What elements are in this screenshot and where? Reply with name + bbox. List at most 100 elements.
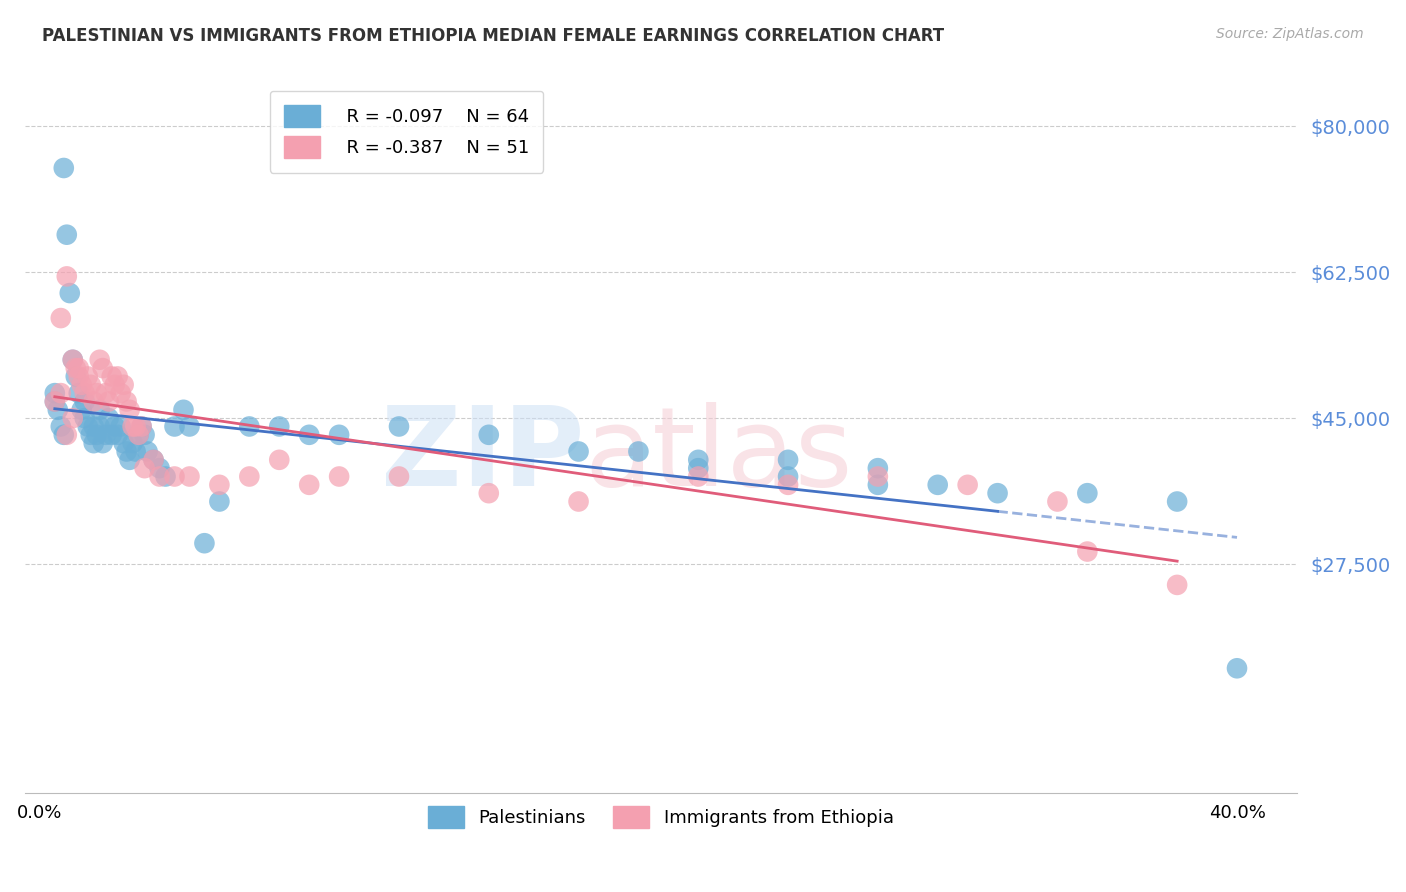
Point bbox=[956, 478, 979, 492]
Point bbox=[86, 427, 108, 442]
Point bbox=[73, 386, 96, 401]
Point bbox=[83, 419, 105, 434]
Point bbox=[328, 469, 350, 483]
Point bbox=[173, 402, 195, 417]
Point bbox=[179, 419, 201, 434]
Point bbox=[142, 453, 165, 467]
Point bbox=[67, 386, 90, 401]
Point bbox=[388, 419, 411, 434]
Point bbox=[148, 469, 170, 483]
Point bbox=[46, 402, 69, 417]
Point bbox=[115, 444, 138, 458]
Point bbox=[91, 361, 114, 376]
Text: ZIP: ZIP bbox=[381, 402, 585, 509]
Point bbox=[124, 444, 146, 458]
Point bbox=[118, 402, 141, 417]
Point bbox=[94, 427, 117, 442]
Point bbox=[298, 427, 321, 442]
Point bbox=[131, 419, 153, 434]
Point bbox=[1046, 494, 1069, 508]
Point bbox=[55, 269, 77, 284]
Point bbox=[76, 369, 98, 384]
Point bbox=[80, 377, 103, 392]
Point bbox=[688, 453, 710, 467]
Point bbox=[80, 427, 103, 442]
Point bbox=[107, 427, 129, 442]
Point bbox=[104, 419, 127, 434]
Point bbox=[155, 469, 177, 483]
Point bbox=[478, 486, 501, 500]
Point bbox=[128, 427, 150, 442]
Point bbox=[65, 361, 87, 376]
Point bbox=[52, 427, 75, 442]
Point bbox=[44, 394, 66, 409]
Point bbox=[115, 394, 138, 409]
Point bbox=[83, 436, 105, 450]
Point bbox=[70, 402, 93, 417]
Point bbox=[76, 419, 98, 434]
Point bbox=[104, 377, 127, 392]
Point bbox=[388, 469, 411, 483]
Point bbox=[67, 369, 90, 384]
Point bbox=[110, 419, 132, 434]
Point bbox=[62, 352, 84, 367]
Point bbox=[1166, 494, 1188, 508]
Point bbox=[107, 369, 129, 384]
Point bbox=[193, 536, 215, 550]
Point bbox=[62, 411, 84, 425]
Point bbox=[987, 486, 1010, 500]
Point bbox=[52, 161, 75, 175]
Point bbox=[83, 394, 105, 409]
Point bbox=[567, 494, 589, 508]
Point bbox=[55, 427, 77, 442]
Point bbox=[65, 369, 87, 384]
Text: Source: ZipAtlas.com: Source: ZipAtlas.com bbox=[1216, 27, 1364, 41]
Point bbox=[238, 469, 260, 483]
Point bbox=[121, 419, 143, 434]
Point bbox=[89, 352, 111, 367]
Point bbox=[100, 427, 122, 442]
Point bbox=[208, 478, 231, 492]
Point bbox=[866, 469, 889, 483]
Point bbox=[55, 227, 77, 242]
Point bbox=[44, 394, 66, 409]
Point bbox=[118, 453, 141, 467]
Point bbox=[1076, 544, 1098, 558]
Point bbox=[86, 386, 108, 401]
Point bbox=[128, 427, 150, 442]
Point bbox=[121, 436, 143, 450]
Point bbox=[627, 444, 650, 458]
Point bbox=[688, 469, 710, 483]
Point bbox=[298, 478, 321, 492]
Point bbox=[73, 411, 96, 425]
Point bbox=[97, 394, 120, 409]
Point bbox=[328, 427, 350, 442]
Point bbox=[112, 436, 135, 450]
Point bbox=[112, 377, 135, 392]
Point bbox=[927, 478, 949, 492]
Point bbox=[70, 377, 93, 392]
Point bbox=[778, 453, 800, 467]
Point bbox=[142, 453, 165, 467]
Point bbox=[269, 453, 291, 467]
Point bbox=[97, 411, 120, 425]
Point bbox=[208, 494, 231, 508]
Point bbox=[49, 386, 72, 401]
Point bbox=[136, 444, 159, 458]
Text: PALESTINIAN VS IMMIGRANTS FROM ETHIOPIA MEDIAN FEMALE EARNINGS CORRELATION CHART: PALESTINIAN VS IMMIGRANTS FROM ETHIOPIA … bbox=[42, 27, 945, 45]
Point bbox=[89, 402, 111, 417]
Point bbox=[1166, 578, 1188, 592]
Point bbox=[62, 352, 84, 367]
Point bbox=[567, 444, 589, 458]
Point bbox=[131, 419, 153, 434]
Point bbox=[134, 461, 156, 475]
Point bbox=[238, 419, 260, 434]
Text: atlas: atlas bbox=[585, 402, 853, 509]
Point bbox=[110, 386, 132, 401]
Point bbox=[67, 361, 90, 376]
Point bbox=[44, 386, 66, 401]
Point bbox=[688, 461, 710, 475]
Point bbox=[49, 419, 72, 434]
Point bbox=[1226, 661, 1249, 675]
Point bbox=[49, 311, 72, 326]
